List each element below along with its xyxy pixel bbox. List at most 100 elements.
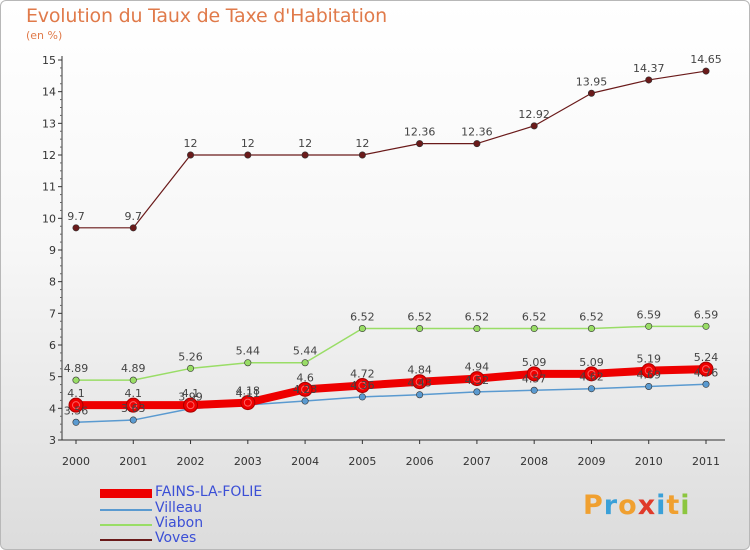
x-tick-label: 2004 — [291, 455, 319, 468]
data-label: 9.7 — [67, 210, 85, 223]
data-point — [301, 359, 309, 367]
data-label: 4.76 — [694, 366, 719, 379]
data-label: 6.59 — [636, 308, 661, 321]
data-label: 4.18 — [236, 385, 261, 398]
data-point — [641, 363, 657, 379]
logo-letter: x — [637, 490, 657, 521]
data-label: 12.36 — [461, 126, 493, 139]
data-label: 5.09 — [579, 356, 604, 369]
data-point — [129, 376, 137, 384]
data-point — [297, 381, 313, 397]
data-label: 4.52 — [465, 374, 490, 387]
data-label: 4.23 — [293, 383, 318, 396]
x-tick-label: 2005 — [348, 455, 376, 468]
data-label: 5.09 — [522, 356, 547, 369]
data-point — [244, 359, 252, 367]
y-tick-label: 10 — [42, 212, 56, 225]
legend-label: FAINS-LA-FOLIE — [155, 484, 263, 500]
data-label: 6.52 — [579, 311, 604, 324]
y-tick-label: 14 — [42, 86, 56, 99]
data-label: 3.63 — [121, 402, 146, 415]
data-point — [187, 364, 195, 372]
data-point — [125, 397, 141, 413]
data-point-inner — [129, 401, 138, 410]
data-point — [469, 371, 485, 387]
x-tick-label: 2007 — [463, 455, 491, 468]
y-tick-label: 8 — [49, 276, 56, 289]
data-label: 12 — [355, 137, 369, 150]
data-point — [702, 380, 710, 388]
data-point — [183, 397, 199, 413]
data-label: 4.72 — [350, 368, 375, 381]
data-point — [530, 325, 538, 333]
data-point — [358, 151, 366, 159]
legend-swatch — [100, 539, 152, 541]
data-label: 3.56 — [64, 404, 89, 417]
data-label: 4.1 — [182, 387, 200, 400]
data-label: 6.59 — [694, 308, 719, 321]
logo-letter: r — [603, 490, 619, 521]
data-point-inner — [301, 385, 310, 394]
data-label: 5.26 — [178, 350, 203, 363]
data-point — [68, 397, 84, 413]
data-point — [129, 416, 137, 424]
logo-letter: i — [680, 490, 691, 521]
data-label: 5.44 — [236, 345, 261, 358]
data-point — [358, 325, 366, 333]
data-label: 4.1 — [125, 387, 143, 400]
data-label: 4.89 — [121, 362, 146, 375]
data-label: 6.52 — [522, 311, 547, 324]
y-tick-label: 4 — [49, 402, 56, 415]
data-label: 4.43 — [407, 377, 432, 390]
data-point — [416, 391, 424, 399]
data-label: 4.6 — [296, 371, 314, 384]
data-point — [301, 151, 309, 159]
data-label: 5.19 — [636, 353, 661, 366]
data-point — [301, 397, 309, 405]
data-label: 4.57 — [522, 372, 547, 385]
data-label: 12 — [184, 137, 198, 150]
legend-label: Viabon — [155, 515, 204, 531]
data-point-inner — [644, 366, 653, 375]
data-label: 5.44 — [293, 345, 318, 358]
data-point-inner — [415, 377, 424, 386]
x-tick-label: 2006 — [406, 455, 434, 468]
data-point — [698, 361, 714, 377]
logo-letter: i — [656, 490, 667, 521]
y-tick-label: 13 — [42, 117, 56, 130]
data-point — [587, 89, 595, 97]
data-label: 5.24 — [694, 351, 719, 364]
data-label: 4.94 — [465, 361, 490, 374]
data-label: 6.52 — [407, 311, 432, 324]
y-tick-label: 9 — [49, 244, 56, 257]
data-point — [645, 76, 653, 84]
legend-swatch — [100, 489, 152, 498]
data-point-inner — [243, 398, 252, 407]
y-tick-label: 6 — [49, 339, 56, 352]
data-point — [645, 322, 653, 330]
data-point — [587, 325, 595, 333]
data-label: 6.52 — [465, 311, 490, 324]
x-tick-label: 2003 — [234, 455, 262, 468]
data-point — [526, 366, 542, 382]
data-point — [358, 393, 366, 401]
logo-letter: t — [666, 490, 681, 521]
data-point-inner — [358, 381, 367, 390]
data-point — [244, 151, 252, 159]
data-label: 4.89 — [64, 362, 89, 375]
data-point — [416, 325, 424, 333]
data-label: 9.7 — [125, 210, 143, 223]
data-label: 12.92 — [518, 108, 550, 121]
data-point — [473, 140, 481, 148]
data-point — [412, 374, 428, 390]
data-label: 4.11 — [236, 387, 261, 400]
data-point — [72, 224, 80, 232]
data-point-inner — [72, 401, 80, 410]
data-point-inner — [530, 369, 539, 378]
proxiti-logo: Proxiti — [583, 490, 691, 521]
chart-title: Evolution du Taux de Taxe d'Habitation — [26, 5, 387, 27]
data-label: 4.36 — [350, 379, 375, 392]
x-tick-label: 2009 — [577, 455, 605, 468]
data-label: 12.36 — [404, 126, 436, 139]
